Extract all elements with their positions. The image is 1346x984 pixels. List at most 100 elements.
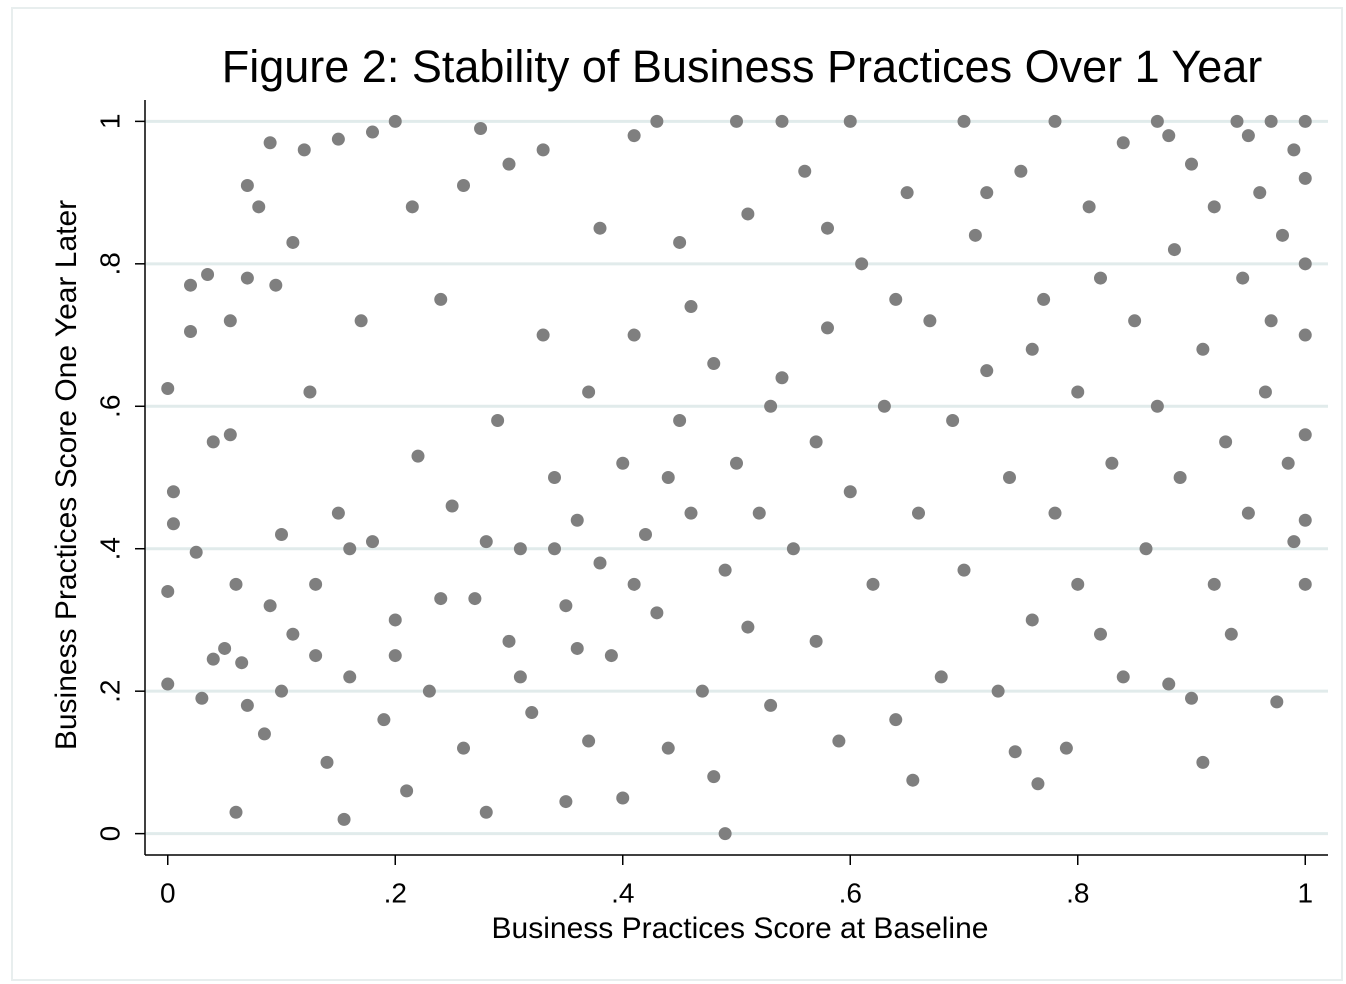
point <box>1116 670 1130 684</box>
point <box>1162 677 1176 691</box>
point <box>422 684 436 698</box>
point <box>366 535 379 549</box>
point <box>235 656 249 670</box>
point <box>1167 243 1181 257</box>
point <box>1048 114 1062 128</box>
point <box>627 129 641 143</box>
point <box>275 684 288 698</box>
point <box>1105 456 1119 470</box>
point <box>263 136 277 150</box>
y-tick-label: .8 <box>94 252 125 275</box>
point <box>1241 506 1255 520</box>
point <box>1071 385 1085 399</box>
y-tick-label: 0 <box>94 826 125 842</box>
point <box>741 207 755 221</box>
point <box>184 324 197 338</box>
point <box>900 186 914 200</box>
point <box>240 698 254 712</box>
point <box>366 125 379 139</box>
point <box>1241 129 1255 143</box>
x-tick-label: .2 <box>384 877 407 908</box>
point <box>457 178 470 192</box>
point <box>821 221 834 235</box>
x-tick-label: .8 <box>1066 877 1089 908</box>
point <box>1298 257 1312 271</box>
point <box>1264 114 1278 128</box>
point <box>1270 695 1284 709</box>
point <box>337 812 351 826</box>
point <box>229 577 243 591</box>
point <box>303 385 317 399</box>
x-tick-label: 1 <box>1297 877 1313 908</box>
point <box>1082 200 1096 214</box>
point <box>1139 542 1153 556</box>
point <box>275 527 288 541</box>
point <box>1031 777 1045 791</box>
point <box>991 684 1005 698</box>
point <box>161 381 175 395</box>
point <box>786 542 800 556</box>
y-tick-label: .6 <box>94 395 125 418</box>
point <box>650 606 664 620</box>
point <box>161 584 175 598</box>
point <box>1185 691 1198 705</box>
point <box>1230 114 1244 128</box>
points <box>161 114 1312 841</box>
point <box>1298 428 1312 442</box>
point <box>206 435 220 449</box>
point <box>889 292 903 306</box>
point <box>695 684 709 698</box>
point <box>730 114 743 128</box>
point <box>331 132 345 146</box>
point <box>1219 435 1233 449</box>
point <box>434 292 448 306</box>
point <box>1207 577 1221 591</box>
point <box>445 499 459 513</box>
point <box>593 556 607 570</box>
point <box>1014 164 1028 178</box>
point <box>980 186 994 200</box>
point <box>161 677 175 691</box>
point <box>434 592 448 606</box>
point <box>468 592 482 606</box>
point <box>548 471 561 484</box>
point <box>263 599 277 613</box>
point <box>269 278 283 292</box>
point <box>411 449 425 463</box>
point <box>1224 627 1238 641</box>
point <box>957 563 971 577</box>
x-axis-label: Business Practices Score at Baseline <box>492 912 989 945</box>
point <box>536 143 550 157</box>
point <box>286 627 300 641</box>
point <box>866 577 880 591</box>
point <box>764 399 778 413</box>
point <box>764 698 778 712</box>
chart-title: Figure 2: Stability of Business Practice… <box>222 41 1263 92</box>
point <box>297 143 311 157</box>
point <box>223 314 237 328</box>
point <box>809 435 823 449</box>
point <box>331 506 345 520</box>
point <box>1128 314 1142 328</box>
point <box>479 805 493 819</box>
point <box>832 734 846 748</box>
point <box>206 652 220 666</box>
y-axis-label: Business Practices Score One Year Later <box>50 200 83 750</box>
point <box>388 613 402 627</box>
point <box>388 114 402 128</box>
point <box>1173 471 1187 484</box>
point <box>616 791 630 805</box>
point <box>775 371 789 385</box>
point <box>809 634 823 648</box>
point <box>934 670 948 684</box>
point <box>1008 745 1022 759</box>
point <box>1071 577 1085 591</box>
point <box>957 114 971 128</box>
point <box>752 506 766 520</box>
y-tick-label: .2 <box>94 679 125 702</box>
point <box>877 399 891 413</box>
frame <box>11 7 1343 981</box>
point <box>821 321 834 335</box>
point <box>548 542 561 556</box>
